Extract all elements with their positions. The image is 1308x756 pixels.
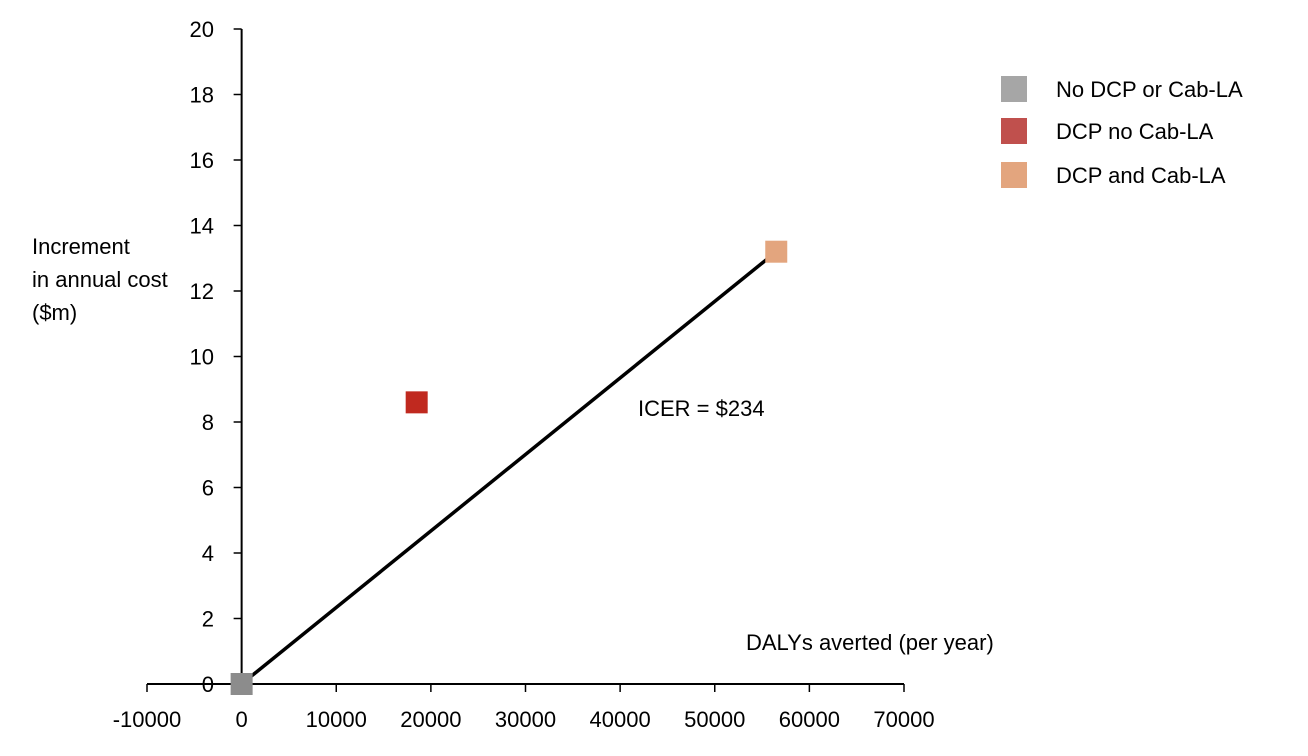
axes	[147, 29, 904, 685]
y-tick-label: 2	[202, 607, 214, 632]
x-tick-label: -10000	[113, 707, 182, 732]
y-tick-label: 18	[190, 83, 214, 108]
y-tick-label: 0	[202, 672, 214, 697]
x-tick-label: 70000	[873, 707, 934, 732]
x-tick-label: 40000	[590, 707, 651, 732]
point-dcp-and-cab	[765, 240, 788, 263]
y-tick-label: 16	[190, 148, 214, 173]
x-tick-label: 30000	[495, 707, 556, 732]
legend-label-no-dcp: No DCP or Cab-LA	[1056, 77, 1243, 102]
point-no-dcp	[230, 673, 253, 695]
x-tick-label: 60000	[779, 707, 840, 732]
legend-label-dcp-no-cab: DCP no Cab-LA	[1056, 119, 1214, 144]
y-tick-label: 10	[190, 345, 214, 370]
x-tick-label: 10000	[306, 707, 367, 732]
y-axis-title-line-2: in annual cost	[32, 267, 168, 292]
legend-label-dcp-and-cab: DCP and Cab-LA	[1056, 163, 1226, 188]
plot-area	[230, 240, 788, 695]
x-tick-label: 50000	[684, 707, 745, 732]
legend: No DCP or Cab-LA DCP no Cab-LA DCP and C…	[1001, 76, 1243, 188]
y-axis-title-line-1: Increment	[32, 234, 130, 259]
icer-annotation: ICER = $234	[638, 396, 765, 421]
legend-swatch-no-dcp	[1001, 76, 1027, 102]
y-tick-label: 14	[190, 214, 214, 239]
y-tick-label: 6	[202, 476, 214, 501]
y-tick-label: 4	[202, 541, 214, 566]
y-axis-ticks: 0 2 4 6 8 10 12 14 16 18 20	[190, 17, 242, 697]
legend-swatch-dcp-and-cab	[1001, 162, 1027, 188]
y-tick-label: 20	[190, 17, 214, 42]
x-axis-title: DALYs averted (per year)	[746, 630, 994, 655]
point-dcp-no-cab	[405, 391, 428, 414]
icer-frontier-line	[240, 250, 778, 686]
y-axis-title-line-3: ($m)	[32, 300, 77, 325]
x-tick-label: 0	[236, 707, 248, 732]
y-tick-label: 12	[190, 279, 214, 304]
y-tick-label: 8	[202, 410, 214, 435]
legend-swatch-dcp-no-cab	[1001, 118, 1027, 144]
x-axis-ticks: -10000 0 10000 20000 30000 40000 50000 60000 700…	[113, 684, 935, 732]
x-tick-label: 20000	[400, 707, 461, 732]
